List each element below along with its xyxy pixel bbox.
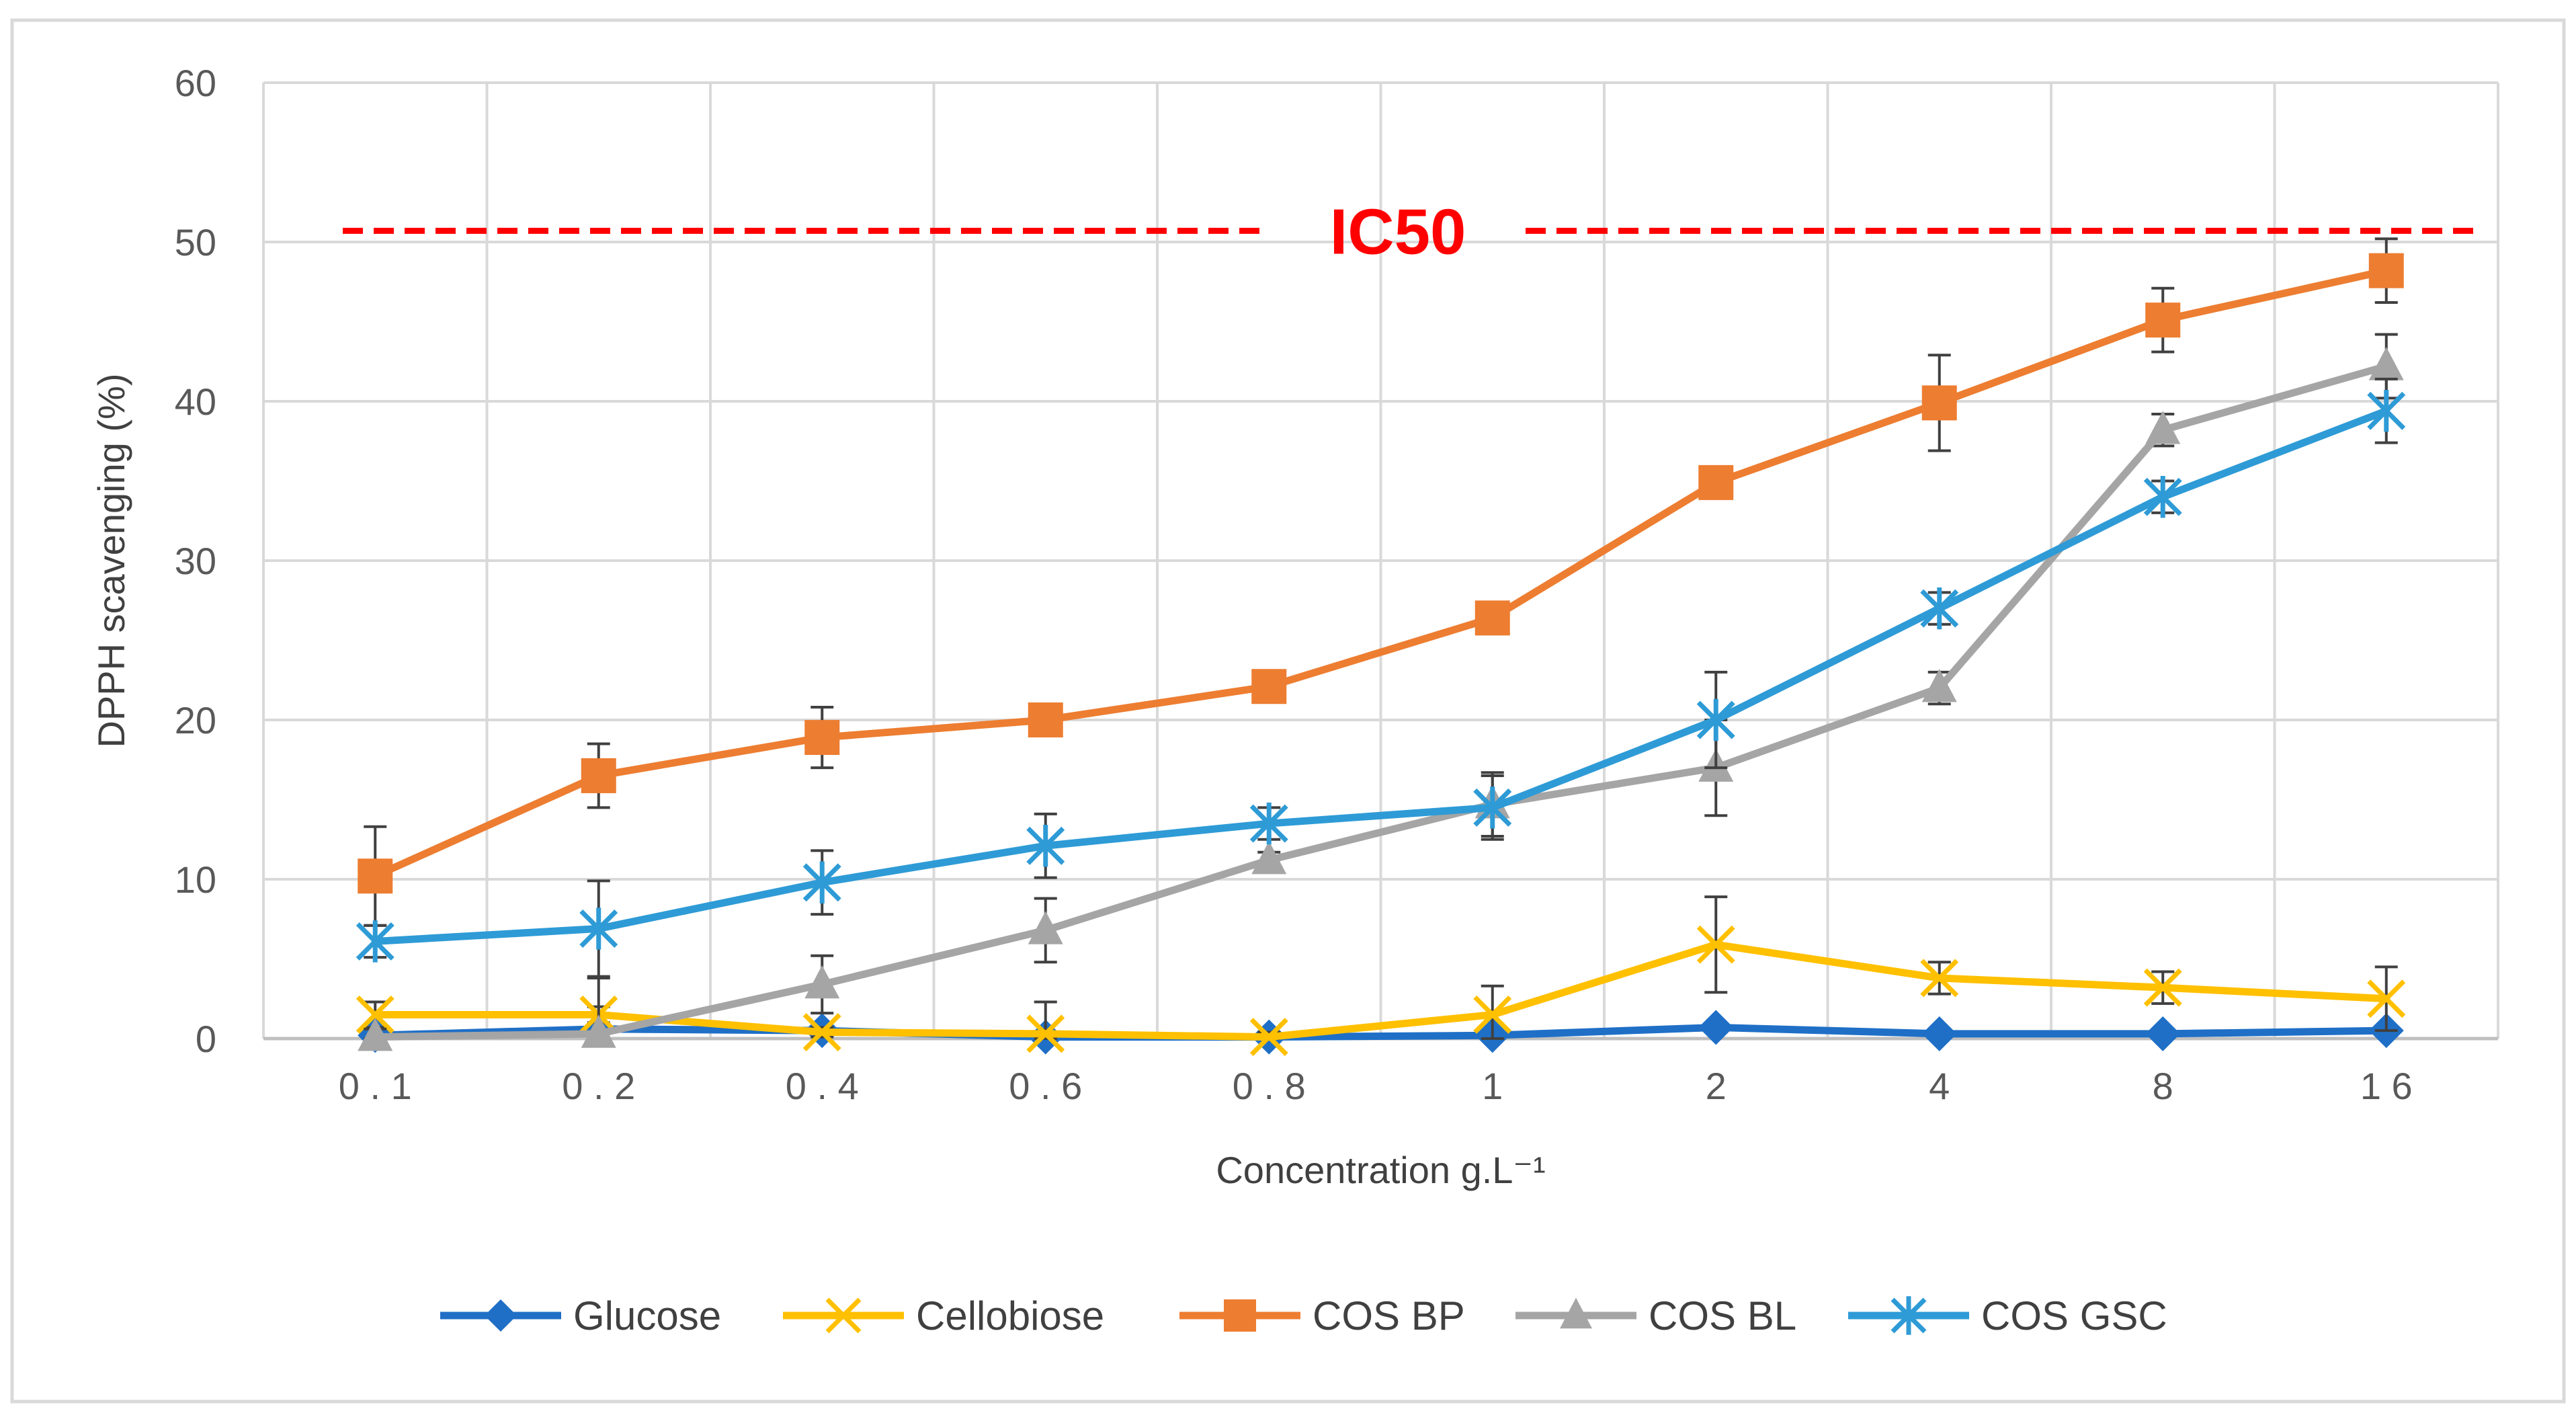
data-point-cos-bl xyxy=(804,965,840,999)
y-tick-label: 30 xyxy=(175,540,216,582)
legend-label: COS BP xyxy=(1313,1293,1465,1338)
data-point-cos-bp xyxy=(2368,253,2404,288)
x-tick-label: 8 xyxy=(2153,1065,2173,1107)
legend-label: Cellobiose xyxy=(916,1293,1104,1338)
legend-marker xyxy=(1560,1297,1592,1329)
x-tick-label: 0 . 8 xyxy=(1233,1065,1306,1107)
axes: 0 10 20 30 40 50 60 0 . 1 0 . 2 0 . 4 0 . 6 0 . 8 1 2… xyxy=(175,62,2498,1107)
data-point-cellobiose xyxy=(1026,1014,1065,1053)
data-point-cellobiose xyxy=(1473,995,1512,1034)
x-tick-label: 0 . 2 xyxy=(562,1065,635,1107)
y-tick-label: 60 xyxy=(175,62,216,104)
x-axis-title: Concentration g.L⁻¹ xyxy=(1216,1149,1545,1191)
y-tick-label: 0 xyxy=(196,1018,216,1060)
data-point-cos-bp xyxy=(358,858,393,894)
data-point-glucose xyxy=(1921,1016,1957,1051)
data-point-cos-gsc xyxy=(2143,476,2182,518)
y-axis-title: DPPH scavenging (%) xyxy=(90,373,132,748)
series-line-cos-gsc xyxy=(371,407,2391,945)
series-line-cos-bp xyxy=(371,267,2391,880)
y-tick-label: 50 xyxy=(175,221,216,264)
ic50-label: IC50 xyxy=(1330,196,1466,268)
data-point-cos-bp xyxy=(581,758,616,793)
data-point-cos-bp xyxy=(1251,669,1287,704)
series-line-glucose xyxy=(371,1023,2391,1041)
x-tick-label: 0 . 1 xyxy=(339,1065,412,1107)
data-point-cos-bl xyxy=(1251,840,1287,875)
data-point-cos-bp xyxy=(1921,385,1957,421)
legend-item-cellobiose[interactable]: Cellobiose xyxy=(783,1293,1104,1338)
data-point-cellobiose xyxy=(2367,979,2406,1018)
series-cos-gsc xyxy=(356,377,2406,978)
data-point-cellobiose xyxy=(1696,925,1735,964)
data-point-cos-gsc xyxy=(2367,390,2406,432)
legend-item-cos-gsc[interactable]: COS GSC xyxy=(1848,1293,2167,1338)
data-point-glucose xyxy=(2145,1016,2181,1051)
x-tick-label: 0 . 4 xyxy=(786,1065,859,1107)
data-point-cos-bl xyxy=(358,1018,393,1051)
x-tick-label: 2 xyxy=(1706,1065,1727,1107)
chart-border xyxy=(10,18,2566,1404)
series-cos-bp xyxy=(358,237,2404,927)
legend-item-glucose[interactable]: Glucose xyxy=(440,1293,721,1338)
data-point-cellobiose xyxy=(356,995,394,1034)
series-line-cos-bl xyxy=(371,362,2391,1041)
x-tick-label: 1 6 xyxy=(2360,1065,2413,1107)
series-line-cellobiose xyxy=(371,940,2391,1041)
series-group xyxy=(356,237,2406,1057)
legend[interactable]: Glucose Cellobiose COS BP COS BL COS GSC xyxy=(440,1293,2167,1338)
data-point-cos-gsc xyxy=(802,861,841,903)
legend-marker xyxy=(1224,1299,1256,1332)
legend-label: COS GSC xyxy=(1981,1293,2167,1338)
data-point-cos-gsc xyxy=(1920,587,1959,630)
x-tick-label: 4 xyxy=(1929,1065,1950,1107)
data-point-cos-gsc xyxy=(356,920,394,963)
x-tick-label: 0 . 6 xyxy=(1009,1065,1082,1107)
data-point-cos-gsc xyxy=(1026,825,1065,867)
data-point-cos-bl xyxy=(2368,347,2404,380)
data-point-cellobiose xyxy=(802,1013,841,1051)
data-point-cellobiose xyxy=(1920,959,1959,998)
legend-item-cos-bp[interactable]: COS BP xyxy=(1179,1293,1465,1338)
data-point-cos-gsc xyxy=(579,907,618,950)
series-cellobiose xyxy=(356,895,2406,1057)
y-tick-label: 10 xyxy=(175,858,216,901)
legend-marker xyxy=(1891,1296,1927,1335)
data-point-cos-bp xyxy=(1474,600,1510,636)
reference-line-group: IC50 xyxy=(343,196,2480,268)
y-tick-label: 40 xyxy=(175,380,216,423)
y-tick-label: 20 xyxy=(175,699,216,741)
data-point-cos-gsc xyxy=(1696,698,1735,741)
legend-label: Glucose xyxy=(573,1293,721,1338)
data-point-cos-gsc xyxy=(1473,786,1512,829)
data-point-glucose xyxy=(1698,1010,1734,1045)
data-point-cos-bp xyxy=(2145,302,2181,338)
legend-label: COS BL xyxy=(1649,1293,1796,1338)
legend-item-cos-bl[interactable]: COS BL xyxy=(1515,1293,1796,1338)
data-point-cellobiose xyxy=(2143,968,2182,1007)
data-point-cos-bp xyxy=(1028,702,1063,737)
grid xyxy=(262,81,2499,1040)
data-point-cellobiose xyxy=(1249,1018,1288,1057)
legend-marker xyxy=(485,1299,517,1332)
x-tick-label: 1 xyxy=(1482,1065,1503,1107)
data-point-cos-gsc xyxy=(1249,802,1288,845)
data-point-cos-bl xyxy=(1921,669,1957,702)
data-point-cos-bl xyxy=(2145,411,2181,444)
data-point-cos-bl xyxy=(581,1014,616,1048)
data-point-cos-bl xyxy=(1028,911,1063,944)
data-point-cos-bp xyxy=(1698,465,1734,500)
legend-marker xyxy=(825,1297,862,1334)
data-point-cos-bp xyxy=(804,720,840,756)
